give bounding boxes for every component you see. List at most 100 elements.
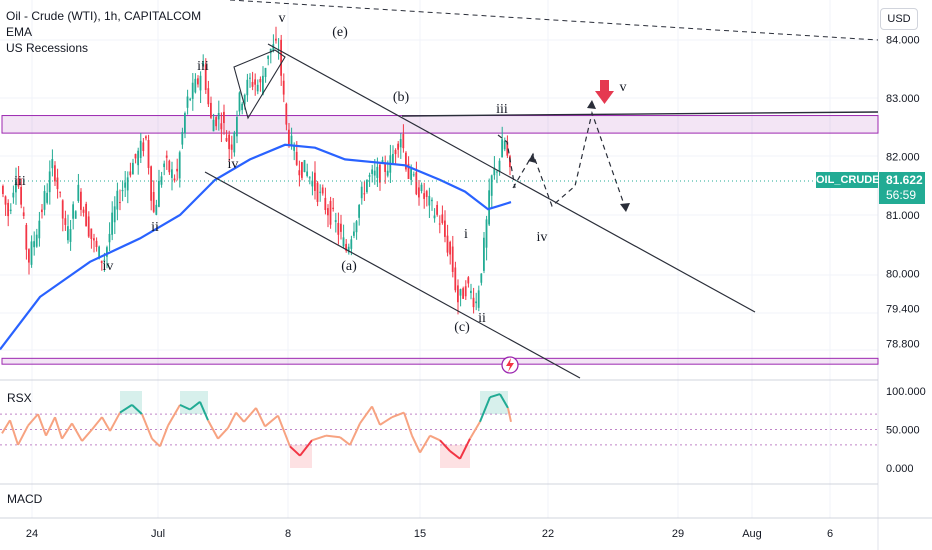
- rsx-segment: [277, 415, 291, 447]
- candle-body: [225, 138, 228, 142]
- chart-legend[interactable]: Oil - Crude (WTI), 1h, CAPITALCOM EMA US…: [6, 8, 201, 56]
- candle-body: [337, 223, 340, 235]
- rsx-segment: [81, 428, 93, 442]
- candle-body: [449, 241, 451, 255]
- legend-symbol[interactable]: Oil - Crude (WTI), 1h, CAPITALCOM: [6, 9, 202, 23]
- candle-body: [152, 191, 155, 212]
- candle-body: [35, 234, 38, 247]
- candle-body: [306, 171, 308, 176]
- triangle-pattern: [233, 49, 286, 120]
- candle-body: [249, 77, 251, 79]
- currency-button[interactable]: USD: [880, 8, 918, 30]
- candle-body: [506, 142, 509, 156]
- candle-body: [301, 162, 303, 178]
- candle-body: [116, 190, 119, 210]
- wave-label: (e): [332, 25, 348, 40]
- rsx-overbought-band: [132, 391, 142, 415]
- candle-body: [137, 150, 139, 166]
- candle-body: [7, 202, 9, 217]
- candle-body: [431, 199, 433, 202]
- candle-body: [28, 249, 30, 263]
- projected-arrowhead-2: [587, 100, 596, 109]
- macd-pane-label[interactable]: MACD: [7, 492, 43, 506]
- candle-body: [204, 64, 207, 90]
- candle-body: [80, 191, 82, 210]
- time-tick-label: 15: [414, 528, 426, 540]
- candle-body: [272, 44, 275, 52]
- candle-body: [280, 39, 282, 76]
- rsx-segment: [45, 416, 56, 437]
- lightning-event-icon[interactable]: [501, 356, 519, 374]
- candle-body: [72, 204, 74, 219]
- candle-body: [113, 206, 116, 223]
- rsx-segment: [403, 412, 413, 436]
- candle-body: [254, 79, 256, 85]
- candle-body: [2, 185, 4, 195]
- rsx-overbought-band: [480, 391, 490, 415]
- trendline-drawings[interactable]: [204, 0, 879, 379]
- horizontal-resistance-line: [401, 111, 879, 117]
- bar-countdown: 56:59: [886, 188, 917, 202]
- rsx-axis[interactable]: 100.000 50.000 0.000: [886, 386, 926, 475]
- time-tick-label: Aug: [742, 528, 762, 540]
- rsx-overbought-band: [490, 391, 500, 415]
- legend-us-recessions[interactable]: US Recessions: [6, 41, 89, 55]
- time-axis[interactable]: 24 Jul 8 15 22 29 Aug 6: [26, 528, 833, 540]
- candle-body: [275, 38, 277, 41]
- candle-body: [59, 191, 61, 193]
- candle-body: [228, 134, 230, 150]
- rsx-segment: [459, 438, 471, 460]
- price-tick-label: 82.000: [886, 152, 920, 164]
- candle-body: [259, 79, 262, 83]
- candle-body: [288, 129, 290, 145]
- wave-label: v: [620, 80, 627, 95]
- rsx-overbought-band: [200, 391, 208, 415]
- candle-body: [470, 290, 472, 294]
- sell-arrow-icon: [595, 80, 614, 104]
- candle-body: [407, 163, 410, 180]
- candle-body: [173, 178, 176, 181]
- candle-body: [405, 152, 407, 170]
- candle-body: [282, 80, 285, 95]
- candle-body: [410, 169, 412, 180]
- candle-body: [256, 84, 259, 92]
- rsx-overbought-band: [180, 391, 190, 415]
- candle-body: [295, 151, 298, 165]
- candle-body: [498, 160, 501, 172]
- projected-path: [512, 110, 627, 211]
- candle-body: [38, 220, 41, 239]
- candle-body: [87, 216, 90, 237]
- candle-body: [418, 187, 420, 198]
- candle-body: [464, 286, 467, 297]
- candle-body: [472, 297, 475, 308]
- candle-body: [20, 187, 22, 205]
- legend-ema[interactable]: EMA: [6, 25, 33, 39]
- rsx-pane-label[interactable]: RSX: [7, 391, 32, 405]
- rsx-overbought-band: [500, 391, 508, 415]
- candle-body: [212, 119, 215, 132]
- grid: [0, 0, 878, 518]
- rsx-overbought-band: [190, 391, 200, 415]
- candle-body: [269, 48, 272, 54]
- candle-body: [147, 139, 150, 168]
- rsx-segment: [101, 416, 111, 432]
- candle-body: [415, 172, 418, 195]
- candle-body: [126, 177, 129, 191]
- rsx-segment: [131, 404, 143, 415]
- horizontal-zones[interactable]: [1, 115, 879, 365]
- wave-label: v: [279, 11, 286, 26]
- candle-body: [155, 204, 158, 215]
- candle-body: [9, 209, 12, 212]
- candle-body: [480, 273, 483, 283]
- candle-body: [363, 193, 366, 195]
- candle-body: [462, 288, 464, 299]
- candle-body: [262, 75, 264, 95]
- price-axis[interactable]: 84.000 83.000 82.000 81.000 80.000 79.400 78.8…: [886, 35, 920, 351]
- candle-body: [171, 169, 173, 178]
- candle-body: [85, 203, 87, 227]
- candle-body: [444, 220, 446, 237]
- candle-body: [327, 208, 329, 216]
- rsx-segment: [1, 419, 11, 434]
- candle-body: [194, 78, 197, 93]
